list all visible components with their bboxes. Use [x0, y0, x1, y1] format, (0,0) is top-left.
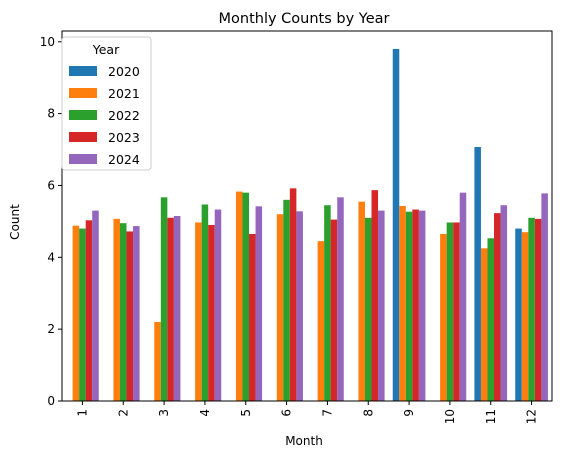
y-tick-label: 0 — [47, 394, 55, 408]
bar-2024-month-3 — [173, 216, 181, 401]
bar-2023-month-7 — [330, 219, 338, 401]
bar-2021-month-9 — [399, 205, 406, 401]
legend-label-2023: 2023 — [108, 130, 140, 145]
x-tick-label: 1 — [75, 409, 89, 417]
bar-2024-month-2 — [133, 226, 140, 401]
x-tick-label: 7 — [320, 409, 334, 417]
x-tick-label: 12 — [525, 409, 539, 424]
bar-2023-month-4 — [208, 224, 215, 401]
bar-2021-month-1 — [72, 225, 80, 401]
bar-2020-month-11 — [474, 147, 481, 401]
bar-2023-month-9 — [412, 209, 419, 401]
bar-2024-month-1 — [92, 210, 99, 401]
bar-2021-month-7 — [317, 241, 325, 401]
bar-2022-month-7 — [324, 205, 331, 401]
legend-label-2022: 2022 — [108, 108, 140, 123]
bar-2021-month-3 — [154, 321, 161, 401]
bar-2021-month-12 — [521, 232, 529, 401]
bar-2023-month-3 — [167, 217, 174, 401]
bar-2022-month-3 — [160, 197, 168, 401]
x-tick-label: 11 — [484, 409, 498, 424]
x-axis: 1 2 3 4 5 6 7 8 9 10 11 12 — [75, 401, 539, 424]
bar-2022-month-11 — [487, 238, 495, 401]
y-tick-label: 4 — [47, 250, 55, 264]
bar-2023-month-11 — [494, 213, 501, 401]
bar-2021-month-10 — [440, 233, 447, 401]
bar-2023-month-1 — [85, 220, 93, 401]
bar-2023-month-12 — [534, 218, 542, 401]
bar-2022-month-10 — [446, 222, 454, 401]
legend-swatch-2021 — [69, 88, 97, 98]
bar-2021-month-8 — [358, 201, 365, 401]
bar-2024-month-7 — [337, 197, 344, 401]
bar-2021-month-2 — [113, 218, 120, 401]
legend-title: Year — [92, 42, 120, 57]
chart-title: Monthly Counts by Year — [219, 11, 390, 27]
y-tick-label: 8 — [47, 107, 55, 121]
x-tick-label: 9 — [402, 409, 416, 417]
bar-2023-month-10 — [453, 222, 460, 401]
y-tick-label: 10 — [40, 35, 55, 49]
legend-swatch-2020 — [69, 66, 97, 76]
bar-2024-month-11 — [500, 205, 508, 401]
x-tick-label: 8 — [361, 409, 375, 417]
bar-2021-month-5 — [235, 191, 243, 401]
bar-2022-month-5 — [242, 192, 250, 401]
x-tick-label: 5 — [239, 409, 253, 417]
y-tick-label: 6 — [47, 178, 55, 192]
bar-2024-month-5 — [255, 206, 263, 401]
bar-2023-month-6 — [289, 188, 297, 401]
x-tick-label: 3 — [157, 409, 171, 417]
bar-2024-month-12 — [541, 193, 548, 401]
x-axis-label: Month — [285, 434, 323, 448]
legend-swatch-2023 — [69, 132, 97, 142]
bar-2022-month-9 — [405, 211, 413, 401]
bar-2024-month-8 — [378, 210, 385, 401]
bar-2023-month-5 — [249, 233, 256, 401]
y-axis: 0 2 4 6 8 10 — [40, 35, 62, 408]
bar-2021-month-6 — [276, 214, 284, 401]
bar-2022-month-1 — [79, 228, 86, 401]
bar-2022-month-2 — [119, 223, 127, 401]
bar-2022-month-4 — [201, 204, 209, 401]
bar-2022-month-8 — [364, 217, 372, 401]
bar-2022-month-6 — [283, 199, 290, 401]
legend-label-2021: 2021 — [108, 86, 140, 101]
x-tick-label: 4 — [198, 409, 212, 417]
bar-2023-month-2 — [126, 231, 134, 401]
legend-label-2024: 2024 — [108, 152, 140, 167]
bar-2024-month-4 — [214, 209, 222, 401]
bars-layer — [72, 48, 548, 402]
bar-2020-month-12 — [515, 228, 522, 401]
legend-items: 2020 2021 2022 2023 2024 — [69, 64, 140, 167]
x-tick-label: 2 — [116, 409, 130, 417]
bar-2024-month-6 — [296, 211, 303, 401]
legend-swatch-2022 — [69, 110, 97, 120]
legend-swatch-2024 — [69, 154, 97, 164]
bar-2024-month-10 — [459, 192, 467, 401]
bar-2024-month-9 — [418, 210, 426, 401]
x-tick-label: 10 — [443, 409, 457, 424]
legend: Year 2020 2021 2022 2023 2024 — [61, 36, 152, 171]
plot-frame — [61, 30, 553, 402]
x-tick-label: 6 — [280, 409, 294, 417]
bar-2023-month-8 — [371, 190, 379, 401]
y-tick-label: 2 — [47, 322, 55, 336]
y-axis-label: Count — [8, 204, 22, 240]
bar-2021-month-11 — [480, 248, 488, 401]
legend-label-2020: 2020 — [108, 64, 140, 79]
bar-2022-month-12 — [528, 217, 535, 401]
bar-2020-month-9 — [392, 48, 400, 402]
bar-2021-month-4 — [195, 222, 202, 401]
